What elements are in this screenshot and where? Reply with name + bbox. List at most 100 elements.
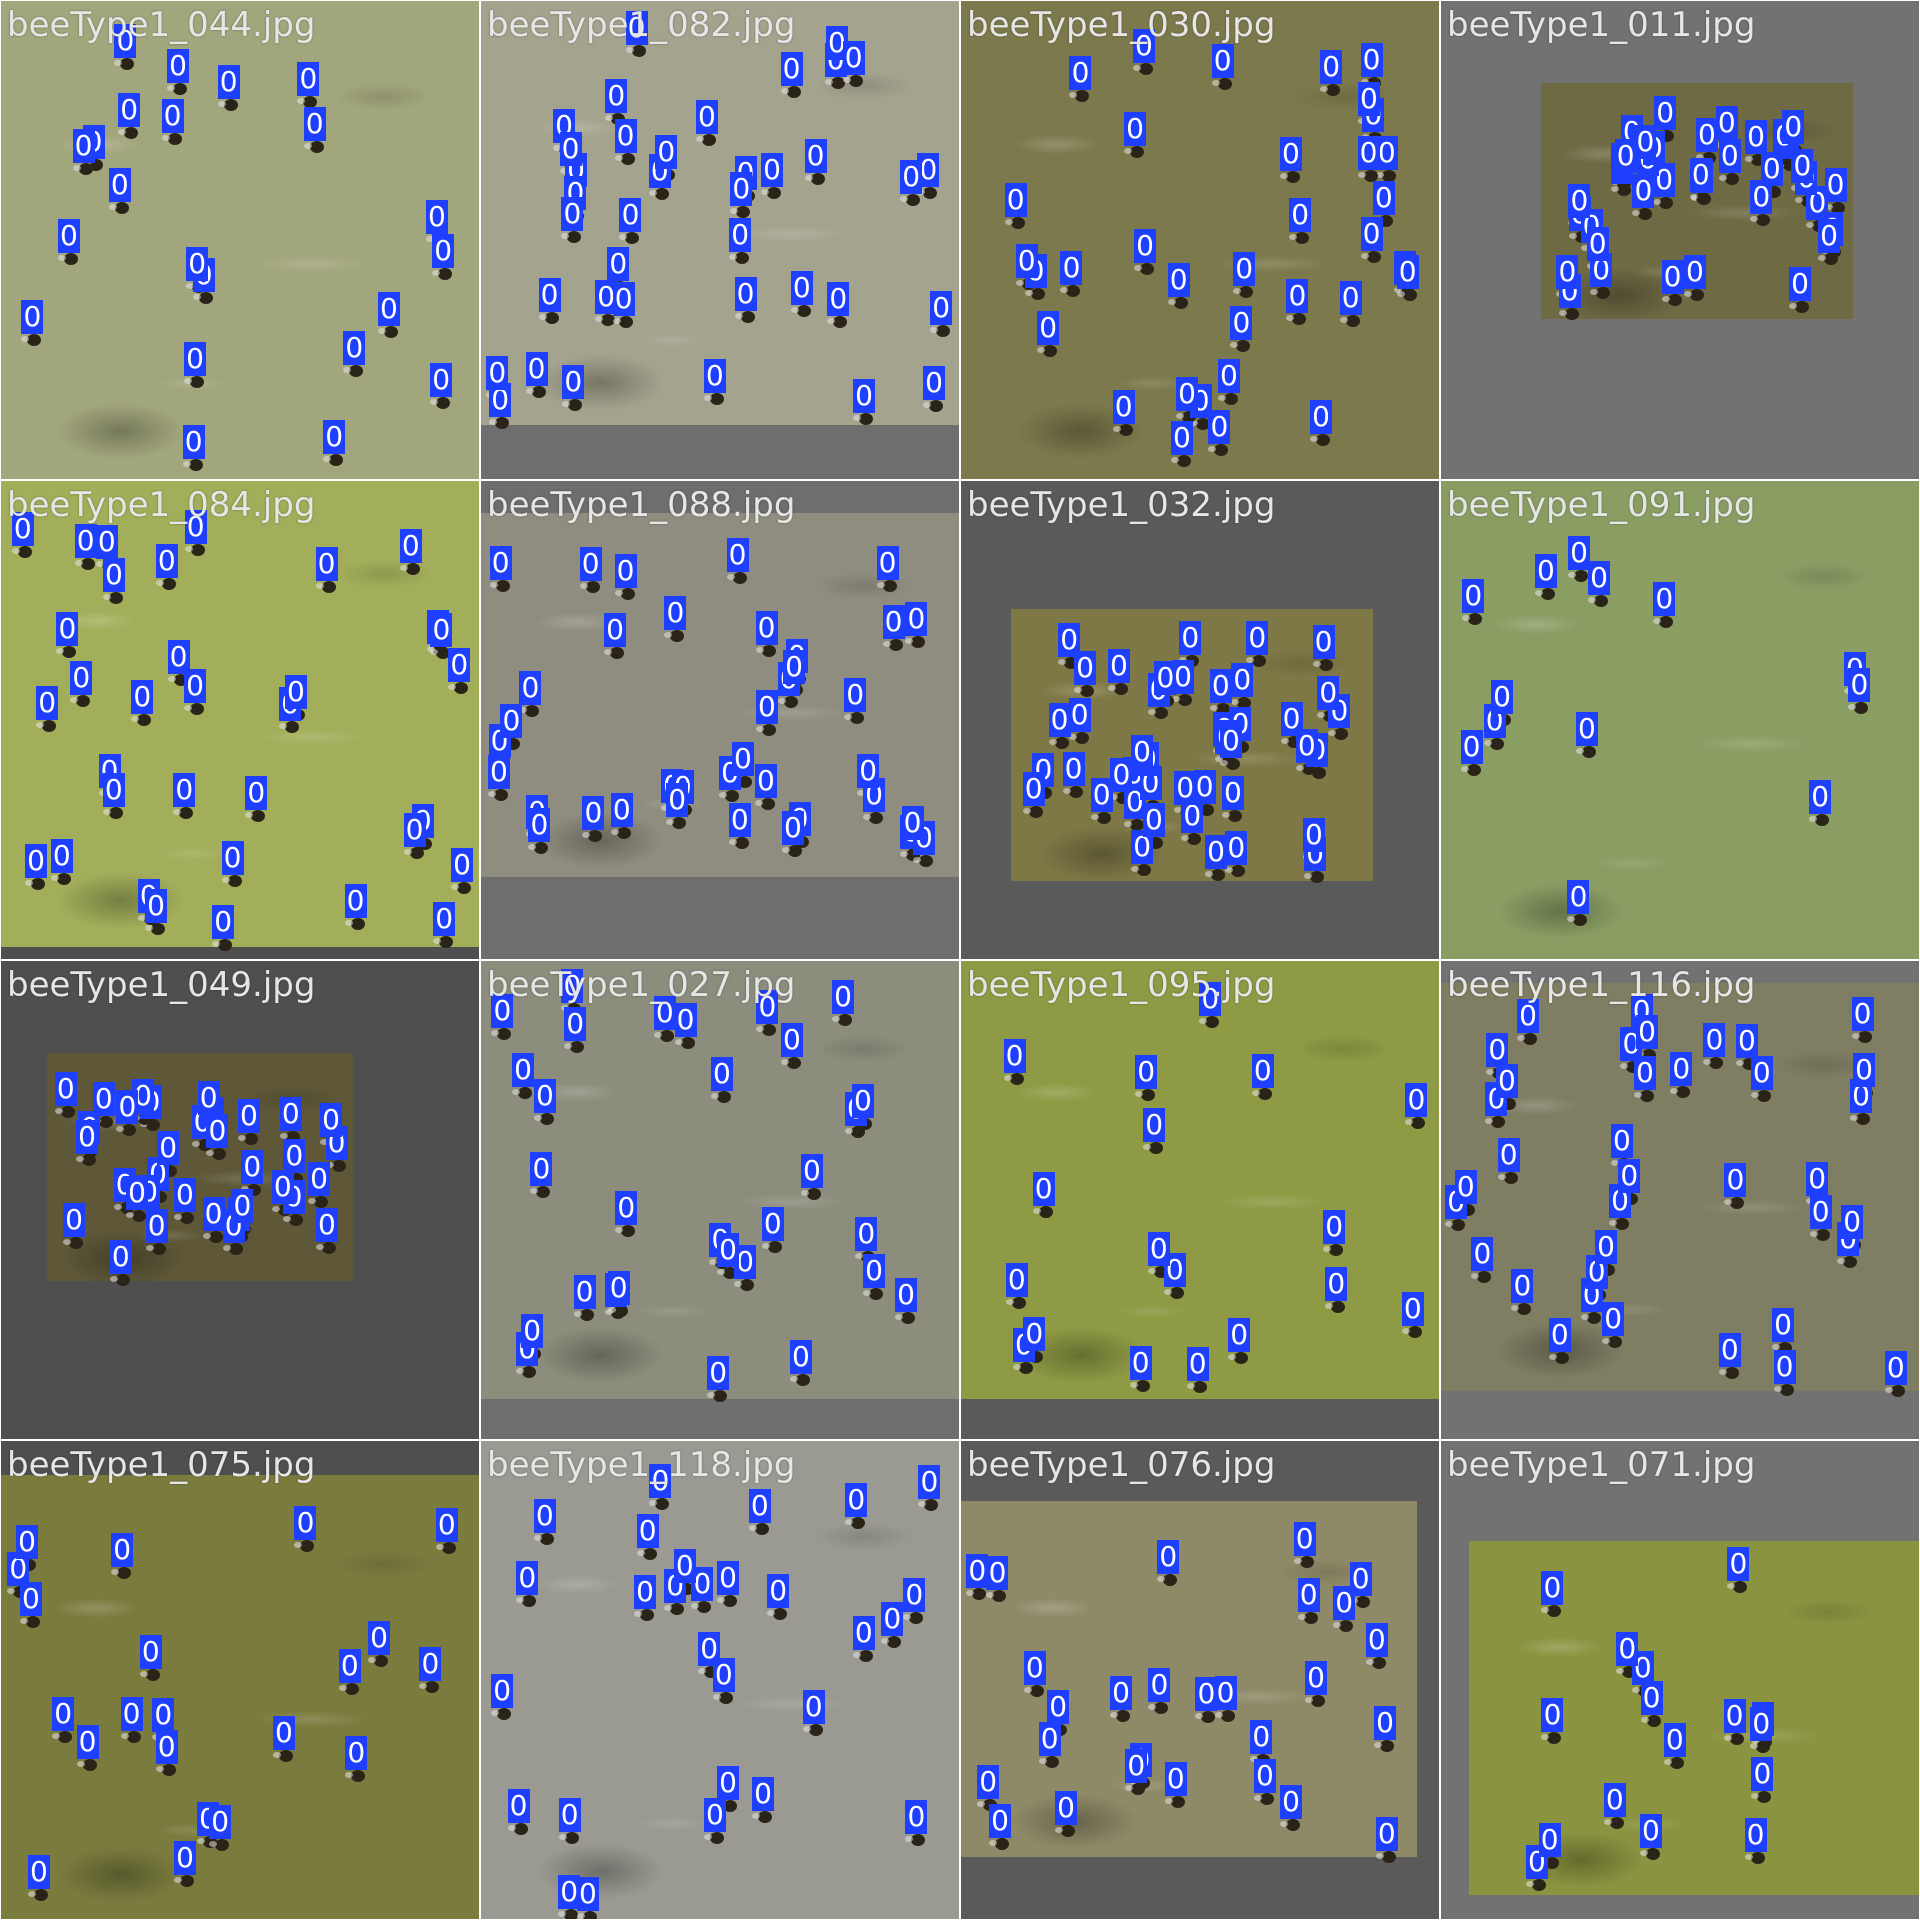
bee: [895, 1312, 916, 1325]
detection-label: 0: [184, 668, 206, 703]
bee: [1297, 1611, 1318, 1624]
detection-label: 0: [1058, 622, 1081, 657]
detection-label: 0: [1164, 1762, 1187, 1797]
bee: [325, 1160, 346, 1173]
tile-filename: beeType1_032.jpg: [967, 485, 1276, 525]
detection-label: 0: [50, 839, 73, 874]
bee: [1517, 1032, 1538, 1045]
detection-label: 0: [1023, 1317, 1046, 1352]
detection-label: 0: [607, 246, 630, 281]
bee: [206, 1148, 227, 1161]
detection-label: 0: [1718, 1333, 1741, 1368]
bee: [1663, 1756, 1684, 1769]
bee: [1609, 1217, 1630, 1230]
bee: [139, 1669, 160, 1682]
detection-label: 0: [882, 605, 905, 640]
detection-label: 0: [1181, 799, 1204, 834]
detection-label: 0: [674, 1002, 697, 1037]
detection-label: 0: [1568, 535, 1591, 570]
detection-label: 0: [614, 554, 637, 589]
bee: [863, 1287, 884, 1300]
detection-label: 0: [800, 1154, 823, 1189]
detection-label: 0: [986, 1556, 1009, 1591]
detection-label: 0: [1663, 1722, 1686, 1757]
detection-label: 0: [1683, 255, 1706, 290]
detection-label: 0: [530, 1151, 553, 1186]
detection-label: 0: [1112, 389, 1135, 424]
bee: [558, 1908, 579, 1919]
detection-label: 0: [145, 1208, 168, 1243]
detection-label: 0: [109, 1239, 132, 1274]
detection-label: 0: [197, 1080, 220, 1115]
detection-label: 0: [1760, 152, 1783, 187]
bee: [403, 847, 424, 860]
detection-label: 0: [664, 595, 687, 630]
tile-filename: beeType1_049.jpg: [7, 965, 316, 1005]
bee: [1048, 737, 1069, 750]
detection-label: 0: [11, 511, 34, 546]
tile-image: [481, 961, 959, 1399]
bee: [1225, 865, 1246, 878]
bee: [918, 1499, 939, 1512]
bee: [56, 646, 77, 659]
detection-label: 0: [237, 1098, 260, 1133]
bee: [1211, 78, 1232, 91]
bee: [1279, 170, 1300, 183]
bee: [1703, 1056, 1724, 1069]
detection-label: 0: [271, 1169, 294, 1204]
bee: [1305, 1695, 1326, 1708]
detection-label: 0: [1548, 1318, 1571, 1353]
bee: [108, 201, 129, 214]
detection-label: 0: [752, 1777, 775, 1812]
bee: [279, 720, 300, 733]
bee: [691, 1600, 712, 1613]
bee: [1195, 1710, 1216, 1723]
detection-label: 0: [344, 883, 367, 918]
detection-label: 0: [1110, 758, 1133, 793]
bee: [519, 704, 540, 717]
detection-label: 0: [1280, 701, 1303, 736]
detection-label: 0: [726, 537, 749, 572]
bee: [114, 58, 135, 71]
detection-label: 0: [649, 1463, 672, 1498]
detection-label: 0: [1375, 136, 1398, 171]
detection-label: 0: [1374, 1706, 1397, 1741]
bee: [1653, 196, 1674, 209]
bee: [755, 645, 776, 658]
bee: [695, 134, 716, 147]
bee: [1590, 286, 1611, 299]
detection-label: 0: [905, 602, 928, 637]
bee: [827, 315, 848, 328]
bee: [419, 1680, 440, 1693]
bee: [1333, 1620, 1354, 1633]
bee: [761, 187, 782, 200]
detection-label: 0: [63, 1203, 86, 1238]
bee: [491, 1028, 512, 1041]
tile-filename: beeType1_076.jpg: [967, 1445, 1276, 1485]
bee: [734, 310, 755, 323]
bee: [636, 1547, 657, 1560]
detection-label: 0: [1782, 110, 1805, 145]
detection-label: 0: [905, 1800, 928, 1835]
bee: [1037, 344, 1058, 357]
tile-image: [1, 1475, 479, 1919]
bee: [619, 232, 640, 245]
detection-label: 0: [733, 1245, 756, 1280]
bee: [1848, 701, 1869, 714]
bee: [166, 82, 187, 95]
detection-label: 0: [283, 1138, 306, 1173]
bee: [1167, 297, 1188, 310]
detection-label: 0: [7, 1552, 30, 1587]
detection-label: 0: [16, 1525, 39, 1560]
detection-label: 0: [1199, 981, 1222, 1016]
detection-label: 0: [173, 1177, 196, 1212]
bee: [1683, 289, 1704, 302]
detection-label: 0: [855, 1216, 878, 1251]
detection-label: 0: [182, 424, 205, 459]
detection-label: 0: [827, 281, 850, 316]
detection-label: 0: [691, 1566, 714, 1601]
bee: [145, 1242, 166, 1255]
detection-label: 0: [1848, 667, 1871, 702]
